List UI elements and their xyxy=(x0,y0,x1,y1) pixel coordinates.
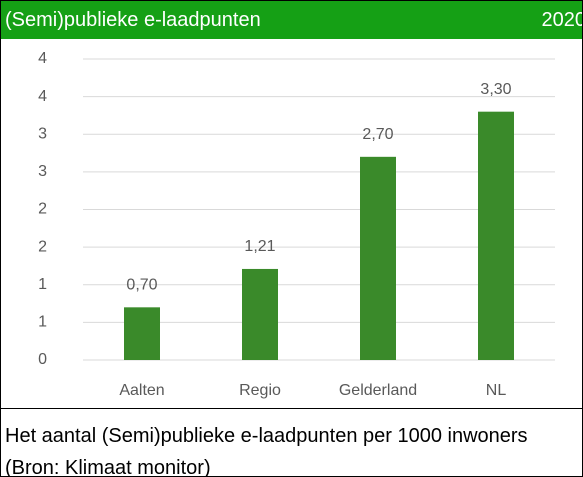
chart-subtitle: 2020 xyxy=(541,9,583,31)
data-label: 1,21 xyxy=(244,238,275,255)
bar xyxy=(478,111,514,360)
y-tick-label: 3 xyxy=(38,125,47,142)
bar xyxy=(242,268,278,360)
chart-title: (Semi)publieke e-laadpunten xyxy=(5,9,261,31)
x-tick-label: NL xyxy=(486,382,507,399)
y-tick-label: 3 xyxy=(38,163,47,180)
y-tick-label: 4 xyxy=(38,88,47,105)
x-tick-label: Regio xyxy=(239,382,281,399)
data-label: 0,70 xyxy=(126,277,157,294)
x-tick-label: Aalten xyxy=(119,382,164,399)
y-tick-label: 1 xyxy=(38,314,47,331)
y-tick-label: 2 xyxy=(38,238,47,255)
bar xyxy=(124,307,160,360)
footer: Het aantal (Semi)publieke e-laadpunten p… xyxy=(1,408,582,477)
y-tick-label: 2 xyxy=(38,201,47,218)
data-label: 3,30 xyxy=(480,81,511,98)
chart: 0 1 1 2 2 3 3 4 4 Aalten 0,70 Regio 1,21 Gelderland 2,… xyxy=(38,50,555,399)
y-tick-label: 1 xyxy=(38,276,47,293)
data-label: 2,70 xyxy=(362,126,393,143)
x-tick-label: Gelderland xyxy=(339,382,417,399)
caption: Het aantal (Semi)publieke e-laadpunten p… xyxy=(5,425,528,477)
y-tick-label: 0 xyxy=(38,351,47,368)
header-bar: (Semi)publieke e-laadpunten 2020 xyxy=(1,1,582,39)
y-tick-label: 4 xyxy=(38,50,47,67)
bar xyxy=(360,156,396,360)
